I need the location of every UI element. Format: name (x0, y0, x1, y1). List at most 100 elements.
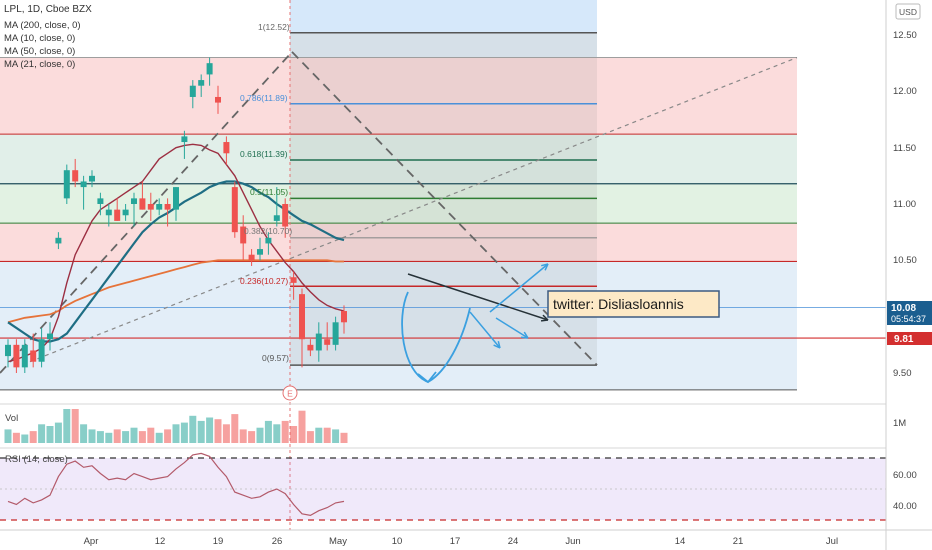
indicator-ma10[interactable]: MA (10, close, 0) (4, 33, 76, 44)
candle-body (299, 294, 305, 340)
candle-body (89, 175, 95, 182)
candle-body (341, 311, 347, 323)
indicator-ma21[interactable]: MA (21, close, 0) (4, 59, 76, 70)
volume-bar (214, 419, 222, 443)
candle-body (223, 142, 230, 154)
volume-bar (12, 432, 20, 443)
candle-body (105, 209, 112, 216)
fib-label-0236: 0.236(10.27) (240, 276, 288, 286)
candle-body (114, 209, 121, 221)
price-tick-1250: 12.50 (893, 30, 917, 41)
earnings-marker[interactable] (282, 385, 298, 401)
current-price: 10.08 (891, 303, 916, 314)
volume-bar (122, 431, 130, 443)
currency-badge[interactable] (895, 3, 921, 20)
volume-bar (130, 427, 138, 443)
volume-bar (189, 415, 197, 443)
volume-bar (273, 424, 281, 443)
volume-bar (164, 429, 172, 443)
ma-line-2 (7, 143, 345, 363)
candle-body (47, 333, 53, 340)
time-tick-jul: Jul (826, 536, 838, 547)
time-tick-12: 12 (155, 536, 166, 547)
blue-arrow-mid (469, 311, 501, 349)
candle-body (231, 187, 238, 233)
fib-zone (0, 57, 797, 135)
candle-body (240, 226, 247, 244)
fib-top-band (290, 0, 597, 33)
volume-bar (155, 432, 163, 443)
volume-label: Vol (5, 413, 18, 424)
volume-bar (147, 427, 155, 443)
indicator-ma50[interactable]: MA (50, close, 0) (4, 46, 76, 57)
volume-bar (264, 420, 272, 443)
currency-badge-text: USD (899, 7, 917, 17)
candle-body (307, 344, 314, 351)
annotation-box[interactable] (547, 290, 720, 318)
candle-body (173, 187, 179, 210)
volume-bar (71, 409, 79, 443)
price-axis: USD 12.50 12.00 11.50 11.00 10.50 9.50 1… (887, 3, 932, 512)
fib-zone (0, 134, 797, 184)
blue-arrow-up (489, 263, 549, 313)
candle-body (282, 204, 289, 227)
rsi-label: RSI (14, close) (5, 454, 68, 465)
candle-body (30, 350, 37, 362)
candle-body (139, 198, 146, 210)
drawings (0, 0, 886, 530)
volume-axis-tick: 1M (893, 418, 906, 429)
volume-bar (256, 427, 264, 443)
indicator-ma200[interactable]: MA (200, close, 0) (4, 20, 81, 31)
fib-label-0: 0(9.57) (262, 353, 289, 363)
volume-bar (315, 427, 323, 443)
time-tick-jun: Jun (565, 536, 580, 547)
volume-bar (46, 426, 54, 443)
trendline-long (29, 56, 798, 363)
volume-bar (248, 431, 256, 443)
candle-body (273, 215, 280, 221)
volume-bar (38, 424, 46, 443)
countdown: 05:54:37 (891, 314, 926, 324)
candle-body (21, 344, 28, 368)
volume-bar (54, 422, 62, 443)
candle-body (156, 204, 163, 210)
candle-body (198, 80, 205, 86)
volume-bar (63, 409, 71, 443)
price-tick-1100: 11.00 (893, 199, 916, 210)
volume-bar (298, 410, 306, 443)
candle-body (5, 344, 11, 357)
candle-body (324, 339, 331, 345)
blue-arrow-down-head (520, 331, 529, 339)
fib-label-1: 1(12.52) (258, 22, 290, 32)
candle-body (257, 249, 263, 255)
volume-bar (21, 434, 29, 443)
fib-label-0382: 0.382(10.70) (244, 226, 292, 236)
candle-body (55, 237, 62, 244)
volume-bar (172, 424, 180, 443)
time-tick-21: 21 (733, 536, 744, 547)
volume-bar (197, 420, 205, 443)
candle-body (290, 277, 297, 283)
blue-arrow-up-head (541, 263, 549, 271)
candle-body (215, 96, 221, 103)
dark-arrow (407, 273, 549, 321)
candle-body (80, 181, 87, 188)
fib-zone (0, 223, 797, 262)
rsi-tick-40: 40.00 (893, 501, 917, 512)
rsi-series (0, 452, 886, 521)
volume-bar (306, 431, 314, 443)
volume-bar (96, 431, 104, 443)
price-tick-1200: 12.00 (893, 86, 917, 97)
candle-body (315, 333, 322, 351)
volume-bar (4, 429, 12, 443)
candle-body (332, 322, 339, 345)
time-tick-may: May (329, 536, 347, 547)
level-label: 9.81 (894, 334, 914, 345)
volume-bar (80, 424, 88, 443)
volume-bars (4, 409, 348, 443)
candle-body (265, 237, 272, 244)
volume-bar (206, 417, 214, 443)
annotation-text: twitter: Disliasloannis (553, 296, 684, 312)
candle-body (122, 209, 129, 216)
